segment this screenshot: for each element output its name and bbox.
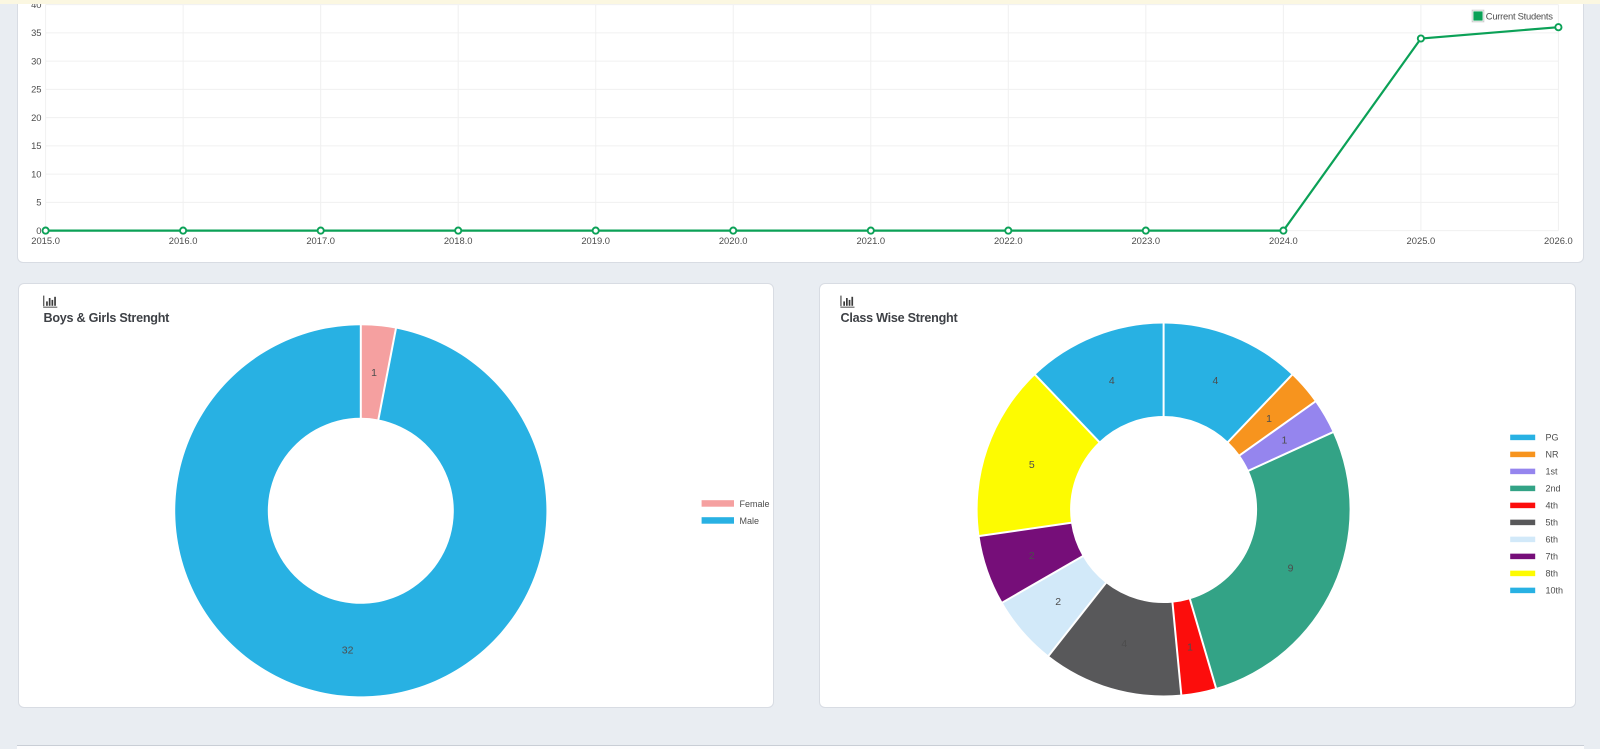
svg-text:10th: 10th — [1546, 586, 1564, 596]
svg-text:PG: PG — [1546, 433, 1559, 443]
svg-text:2016.0: 2016.0 — [169, 235, 198, 246]
svg-text:6th: 6th — [1546, 535, 1559, 545]
svg-text:15: 15 — [31, 140, 41, 151]
svg-text:32: 32 — [342, 645, 354, 657]
svg-text:5: 5 — [1029, 459, 1035, 471]
svg-text:4: 4 — [1121, 638, 1127, 650]
svg-text:2021.0: 2021.0 — [856, 235, 885, 246]
svg-text:Current Students: Current Students — [1486, 11, 1553, 22]
svg-text:9: 9 — [1288, 562, 1294, 574]
svg-text:2nd: 2nd — [1546, 484, 1561, 494]
svg-text:2022.0: 2022.0 — [994, 235, 1023, 246]
svg-text:2023.0: 2023.0 — [1131, 235, 1160, 246]
svg-text:2017.0: 2017.0 — [306, 235, 335, 246]
svg-text:1: 1 — [1187, 641, 1193, 653]
svg-text:2019.0: 2019.0 — [581, 235, 610, 246]
svg-text:2025.0: 2025.0 — [1407, 235, 1436, 246]
svg-text:7th: 7th — [1546, 552, 1559, 562]
svg-text:1: 1 — [1281, 435, 1287, 447]
svg-text:8th: 8th — [1546, 569, 1559, 579]
svg-text:1: 1 — [371, 367, 377, 379]
svg-text:4th: 4th — [1546, 501, 1559, 511]
svg-text:2026.0: 2026.0 — [1544, 235, 1573, 246]
svg-text:4: 4 — [1212, 375, 1218, 387]
svg-text:2018.0: 2018.0 — [444, 235, 473, 246]
svg-text:0: 0 — [36, 225, 41, 236]
svg-text:10: 10 — [31, 168, 41, 179]
svg-text:2: 2 — [1029, 550, 1035, 562]
svg-text:4: 4 — [1109, 375, 1115, 387]
svg-text:NR: NR — [1546, 450, 1559, 460]
svg-text:Male: Male — [740, 516, 760, 526]
svg-text:35: 35 — [31, 27, 41, 38]
svg-text:1st: 1st — [1546, 467, 1559, 477]
svg-text:2015.0: 2015.0 — [31, 235, 60, 246]
svg-text:30: 30 — [31, 55, 41, 66]
svg-text:1: 1 — [1266, 413, 1272, 425]
svg-text:2020.0: 2020.0 — [719, 235, 748, 246]
svg-text:Female: Female — [740, 499, 770, 509]
svg-text:40: 40 — [31, 0, 41, 10]
svg-text:25: 25 — [31, 84, 41, 95]
svg-text:2: 2 — [1055, 596, 1061, 608]
svg-text:20: 20 — [31, 112, 41, 123]
svg-text:5: 5 — [36, 197, 41, 208]
svg-text:5th: 5th — [1546, 518, 1559, 528]
svg-text:2024.0: 2024.0 — [1269, 235, 1298, 246]
